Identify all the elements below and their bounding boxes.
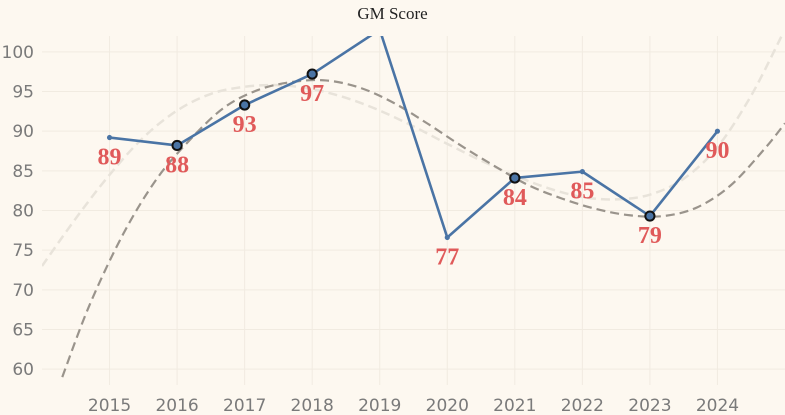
trend-line-light: [42, 36, 783, 267]
highlighted-point-marker: [239, 99, 251, 111]
trend-line-dark: [61, 78, 785, 378]
x-tick-label: 2020: [426, 396, 469, 415]
x-tick-label: 2019: [358, 396, 401, 415]
y-tick-label: 70: [12, 281, 34, 301]
data-point: [444, 234, 450, 241]
data-label: 93: [233, 112, 257, 138]
highlighted-point-marker: [171, 139, 183, 152]
y-tick-label: 65: [12, 320, 34, 340]
data-label: 89: [98, 145, 122, 171]
x-tick-label: 2016: [155, 396, 198, 415]
data-label: 85: [570, 179, 594, 205]
highlighted-point-marker: [306, 68, 318, 80]
x-tick-label: 2023: [628, 396, 671, 415]
chart-title: GM Score: [357, 4, 428, 23]
data-label: 97: [300, 81, 324, 107]
y-tick-label: 90: [12, 122, 34, 142]
highlighted-point-marker: [644, 210, 656, 222]
x-tick-label: 2018: [291, 396, 334, 415]
data-label: 77: [435, 244, 459, 270]
data-label: 88: [165, 152, 189, 178]
data-point: [579, 169, 585, 175]
x-tick-label: 2021: [493, 396, 536, 415]
highlighted-point-marker: [509, 172, 521, 184]
series-line: [109, 36, 719, 239]
x-tick-label: 2022: [561, 396, 604, 415]
x-tick-label: 2017: [223, 396, 266, 415]
data-label: 90: [705, 138, 729, 164]
data-label: 79: [638, 223, 662, 249]
y-tick-label: 60: [12, 360, 34, 380]
data-point: [106, 134, 113, 141]
data-label: 84: [503, 185, 527, 211]
y-tick-label: 80: [12, 202, 34, 222]
y-tick-label: 100: [2, 43, 34, 63]
y-tick-label: 85: [12, 162, 34, 182]
data-point: [714, 128, 721, 134]
y-tick-label: 95: [12, 83, 34, 103]
y-tick-label: 75: [12, 241, 34, 261]
x-tick-label: 2015: [88, 396, 131, 415]
x-tick-label: 2024: [696, 396, 739, 415]
data-point: [377, 27, 382, 32]
